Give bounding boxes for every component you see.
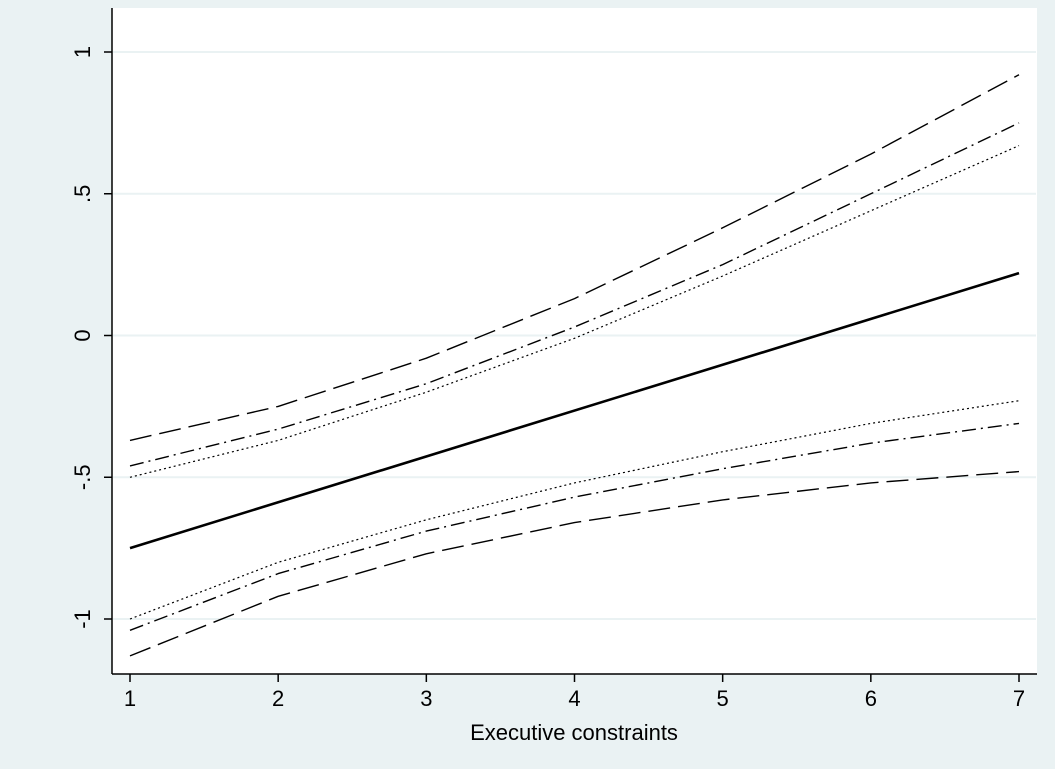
series-line-dot-7 [129,400,1020,620]
x-tick-label: 6 [865,686,877,711]
series-line-dashdot-4 [129,122,1020,467]
y-tick-label: .5 [70,185,95,203]
x-tick-label: 5 [717,686,729,711]
x-tick-label: 1 [124,686,136,711]
x-tick-label: 4 [568,686,580,711]
series-line-dash-3 [129,470,1020,657]
x-tick-label: 7 [1013,686,1025,711]
series-line-dot-6 [129,145,1020,478]
series-lines [129,74,1020,657]
y-axis-ticks: 1 .5 0 -.5 -1 [70,46,112,629]
series-line-dashdot-5 [129,422,1020,631]
x-tick-label: 2 [272,686,284,711]
series-line-dash-2 [129,74,1020,442]
y-tick-label: 1 [70,46,95,58]
gridlines [113,51,1036,620]
series-line-solid-1 [129,271,1020,550]
x-axis-ticks: 1 2 3 4 5 6 7 [124,674,1025,711]
x-axis-title: Executive constraints [470,720,678,745]
y-tick-label: 0 [70,329,95,341]
y-tick-label: -1 [70,609,95,629]
plot-area [112,8,1037,674]
y-tick-label: -.5 [70,464,95,490]
x-tick-label: 3 [420,686,432,711]
